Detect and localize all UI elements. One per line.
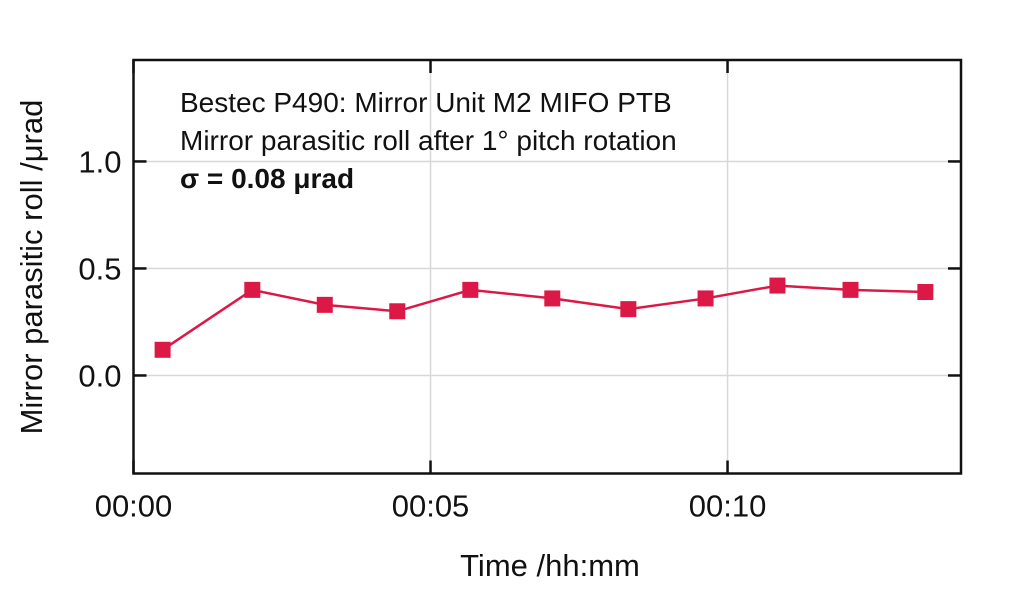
data-point-marker (544, 290, 561, 307)
data-point-marker (154, 341, 171, 358)
chart-sigma-annotation: σ = 0.08 μrad (180, 163, 354, 194)
y-tick-label: 1.0 (78, 144, 121, 179)
data-point-marker (769, 277, 786, 294)
data-point-marker (697, 290, 714, 307)
axes-frame (132, 58, 963, 475)
x-tick-label: 00:10 (689, 489, 767, 524)
data-point-marker (620, 301, 637, 318)
x-tick-label: 00:05 (392, 489, 470, 524)
tick-layer (132, 60, 961, 474)
ticklabel-layer: 00:00 00:05 00:10 0.0 0.5 1.0 (78, 144, 766, 523)
series-layer (154, 277, 934, 358)
data-line (161, 284, 926, 351)
data-point-marker (389, 303, 406, 320)
chart-title-line-1: Bestec P490: Mirror Unit M2 MIFO PTB (180, 87, 672, 118)
y-axis-title: Mirror parasitic roll /μrad (14, 100, 49, 435)
data-point-marker (917, 284, 934, 301)
x-tick-label: 00:00 (95, 489, 173, 524)
data-point-marker (244, 281, 261, 298)
chart-title-line-2: Mirror parasitic roll after 1° pitch rot… (180, 125, 677, 156)
data-point-marker (316, 296, 333, 313)
y-tick-label: 0.5 (78, 251, 121, 286)
data-point-marker (842, 281, 859, 298)
x-axis-title: Time /hh:mm (460, 548, 640, 583)
frame-layer (132, 58, 963, 475)
data-point-marker (462, 281, 479, 298)
y-tick-label: 0.0 (78, 358, 121, 393)
grid-layer (133, 60, 961, 474)
